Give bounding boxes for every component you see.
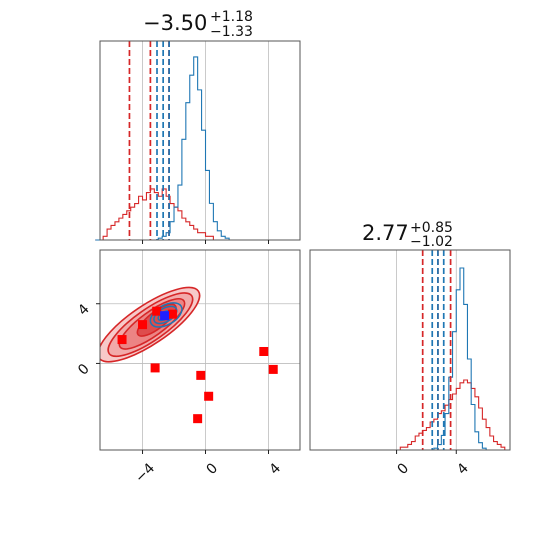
histogram-param1-quantile-lines [128, 41, 170, 240]
param1-median-label: −3.50 [143, 11, 207, 35]
histogram-param1-panel: −3.50 +1.18 −1.33 [95, 9, 301, 244]
red-square-marker [150, 363, 160, 373]
red-square-marker [193, 414, 203, 424]
param1-upper-error: +1.18 [210, 9, 253, 25]
histogram-param1-frame [99, 40, 301, 241]
red-square-marker [204, 391, 214, 401]
joint-content [100, 286, 278, 424]
red-square-marker [138, 320, 148, 330]
markers [117, 306, 278, 424]
blue-square-marker [160, 311, 170, 321]
red-square-marker [167, 309, 177, 319]
param1-lower-error: −1.33 [210, 24, 253, 40]
red-square-marker [196, 370, 206, 380]
red-square-marker [259, 346, 269, 356]
histogram-param2-grid [396, 250, 457, 450]
red-square-marker [152, 306, 162, 316]
histogram-param1-ticks [142, 240, 270, 244]
blue-contour [153, 305, 178, 325]
histogram-param2-frame [309, 249, 511, 451]
param2-lower-error: −1.02 [410, 234, 453, 250]
param2-upper-error: +0.85 [410, 220, 453, 236]
histogram-param2-quantile-lines [421, 250, 452, 450]
joint-frame [99, 249, 301, 451]
param2-median-label: 2.77 [362, 221, 409, 245]
blue-contour [149, 302, 183, 328]
red-square-marker [268, 364, 278, 374]
red-square-marker [117, 335, 127, 345]
